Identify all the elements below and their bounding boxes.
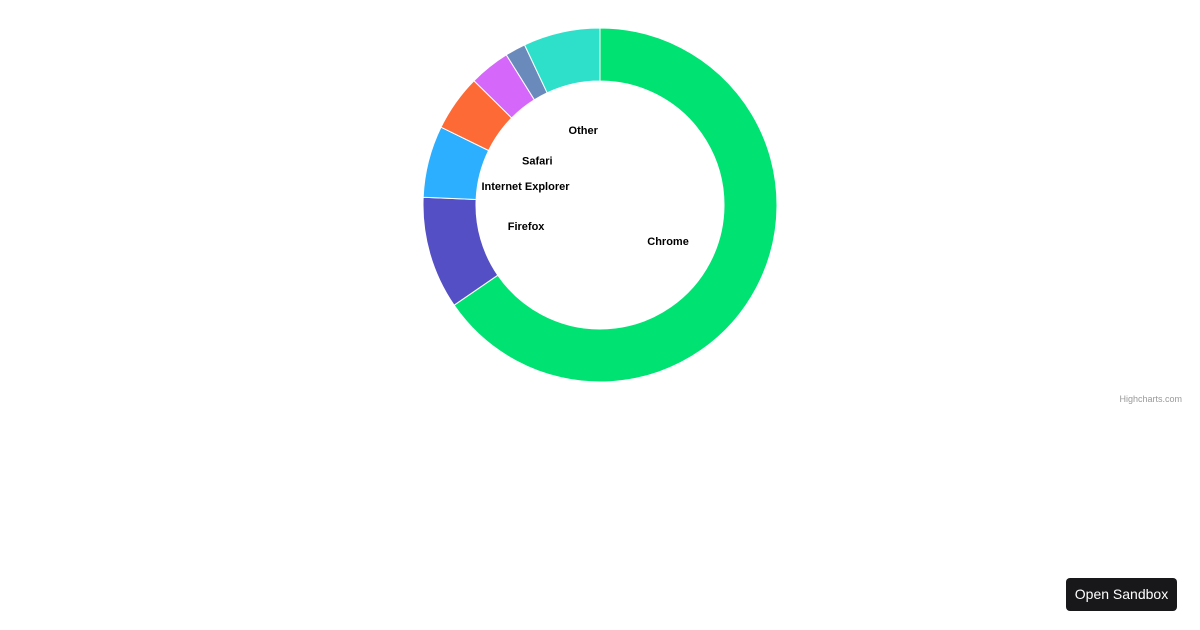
data-label-firefox: Firefox: [508, 221, 546, 233]
slice-group: [422, 27, 778, 383]
data-label-safari: Safari: [522, 156, 553, 168]
data-label-other: Other: [569, 125, 599, 137]
chart-svg: Chrome Firefox Internet Explorer Safari Othe…: [422, 27, 778, 383]
data-label-internet-explorer: Internet Explorer: [481, 181, 570, 193]
label-group: Chrome Firefox Internet Explorer Safari Othe…: [480, 123, 690, 249]
slice-other[interactable]: [524, 27, 601, 94]
data-label-chrome: Chrome: [647, 236, 689, 248]
donut-chart: Chrome Firefox Internet Explorer Safari Othe…: [422, 27, 778, 383]
open-sandbox-button[interactable]: Open Sandbox: [1066, 578, 1177, 611]
slice-chrome[interactable]: [453, 27, 778, 383]
credits-link[interactable]: Highcharts.com: [1119, 394, 1182, 404]
